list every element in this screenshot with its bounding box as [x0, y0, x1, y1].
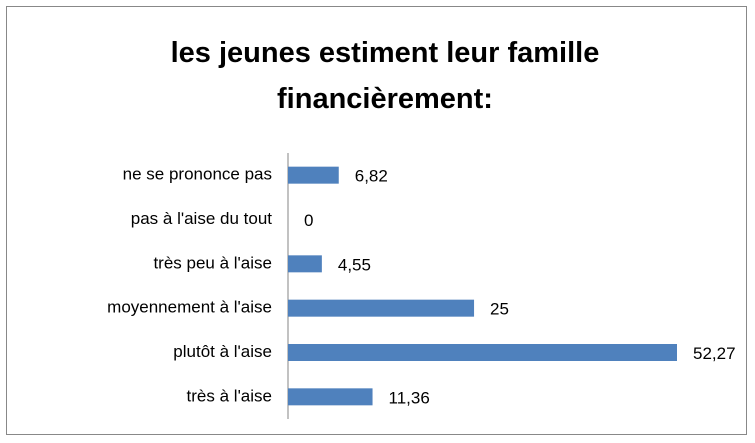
data-label: 11,36 — [389, 388, 430, 407]
category-label: pas à l'aise du tout — [131, 209, 273, 228]
data-label: 4,55 — [338, 255, 371, 274]
category-label: plutôt à l'aise — [173, 342, 272, 361]
bar — [288, 166, 339, 184]
data-label: 52,27 — [693, 344, 736, 363]
bar — [288, 388, 373, 406]
data-label: 0 — [304, 211, 313, 230]
data-label: 25 — [490, 300, 509, 319]
chart-title: les jeunes estiment leur famille financi… — [170, 37, 600, 115]
category-label: moyennement à l'aise — [107, 298, 272, 317]
category-label: très à l'aise — [187, 386, 272, 405]
chart-frame — [6, 6, 747, 435]
category-label: ne se prononce pas — [123, 165, 272, 184]
data-label: 6,82 — [355, 167, 388, 186]
bar — [288, 255, 322, 273]
category-label: très peu à l'aise — [153, 253, 272, 272]
bar — [288, 299, 475, 317]
bar — [288, 344, 677, 361]
